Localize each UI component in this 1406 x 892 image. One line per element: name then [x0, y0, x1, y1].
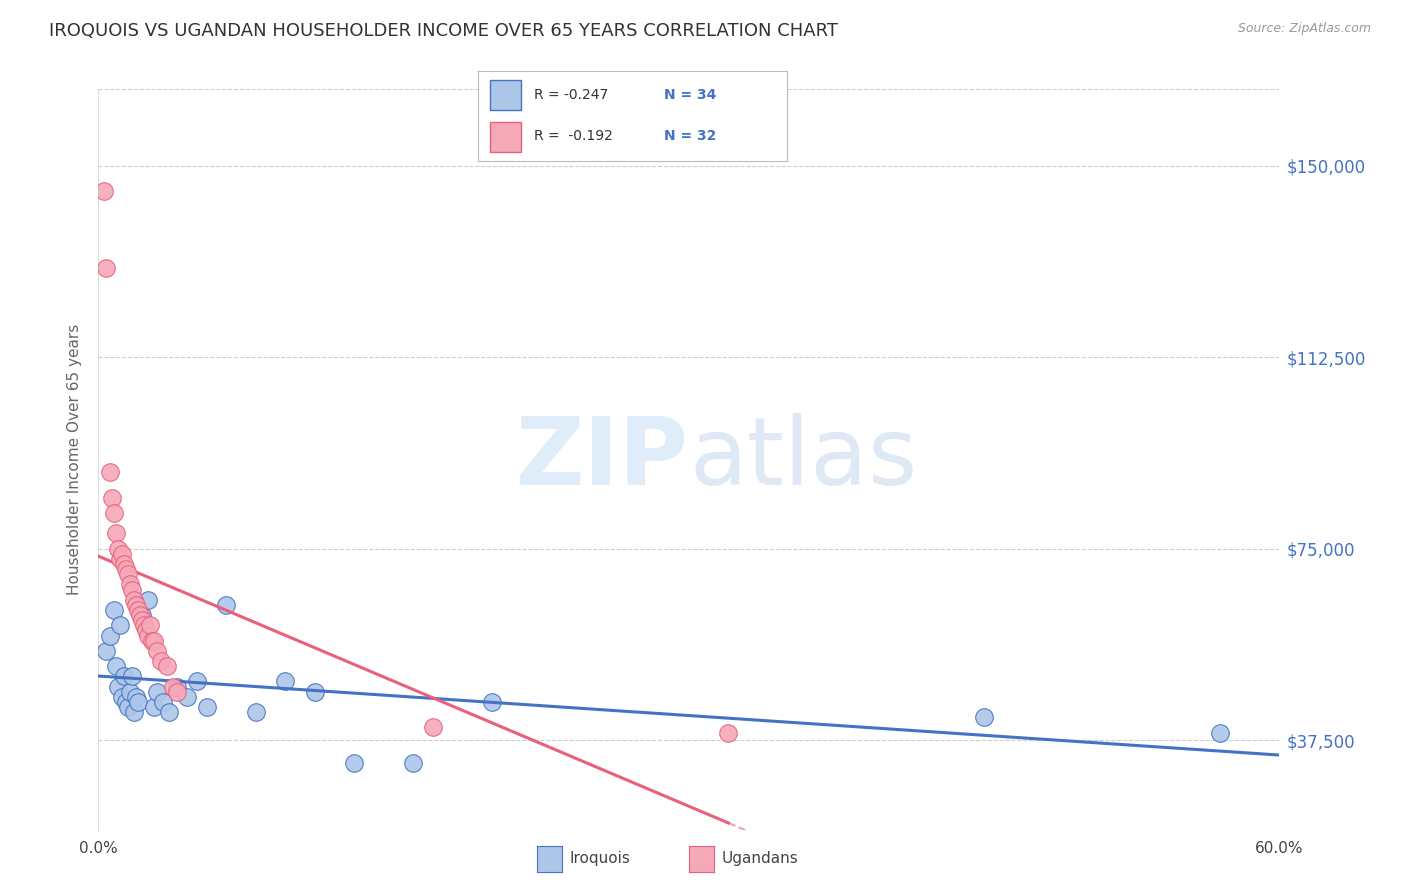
Point [162, 680, 184, 694]
Point [146, 644, 169, 658]
Point [105, 659, 128, 673]
Text: Iroquois: Iroquois [569, 851, 630, 865]
Point [103, 603, 125, 617]
Point [125, 690, 148, 704]
Point [115, 562, 138, 576]
Point [136, 592, 159, 607]
Point [118, 684, 141, 698]
Point [117, 700, 139, 714]
Point [135, 624, 157, 638]
Point [166, 680, 188, 694]
Point [108, 552, 131, 566]
Point [108, 618, 131, 632]
Point [118, 577, 141, 591]
Point [121, 669, 143, 683]
Point [105, 526, 128, 541]
Text: atlas: atlas [689, 413, 917, 506]
Point [127, 695, 149, 709]
Point [166, 684, 188, 698]
Text: R = -0.247: R = -0.247 [534, 87, 607, 102]
Point [973, 710, 995, 724]
Point [122, 705, 145, 719]
Point [103, 506, 125, 520]
Point [122, 592, 145, 607]
Point [111, 547, 134, 561]
Point [215, 598, 238, 612]
Point [136, 628, 159, 642]
Point [195, 700, 218, 714]
Point [107, 680, 129, 694]
Text: ZIP: ZIP [516, 413, 689, 506]
Point [176, 690, 198, 704]
Point [96, 260, 118, 275]
Point [146, 684, 169, 698]
FancyBboxPatch shape [491, 122, 522, 152]
Point [115, 695, 138, 709]
Point [245, 705, 267, 719]
Text: Ugandans: Ugandans [721, 851, 799, 865]
Point [121, 582, 143, 597]
Point [112, 669, 135, 683]
Point [131, 613, 153, 627]
Point [717, 725, 740, 739]
Point [141, 633, 163, 648]
Text: Source: ZipAtlas.com: Source: ZipAtlas.com [1237, 22, 1371, 36]
Point [101, 491, 124, 505]
FancyBboxPatch shape [491, 80, 522, 110]
Point [343, 756, 366, 771]
Point [128, 608, 150, 623]
Point [131, 608, 153, 623]
Point [152, 695, 174, 709]
Point [150, 654, 173, 668]
Text: N = 32: N = 32 [664, 129, 716, 144]
Point [98, 465, 121, 479]
Point [132, 618, 155, 632]
Point [142, 700, 165, 714]
Point [304, 684, 326, 698]
Point [156, 659, 179, 673]
Point [186, 674, 208, 689]
Point [422, 721, 444, 735]
Point [125, 598, 148, 612]
Point [157, 705, 180, 719]
Point [98, 628, 121, 642]
Text: IROQUOIS VS UGANDAN HOUSEHOLDER INCOME OVER 65 YEARS CORRELATION CHART: IROQUOIS VS UGANDAN HOUSEHOLDER INCOME O… [49, 22, 838, 40]
Point [107, 541, 129, 556]
Y-axis label: Householder Income Over 65 years: Householder Income Over 65 years [67, 324, 83, 595]
Point [112, 557, 135, 571]
Point [274, 674, 297, 689]
Point [402, 756, 425, 771]
Point [111, 690, 134, 704]
Point [117, 567, 139, 582]
Point [127, 603, 149, 617]
Point [1209, 725, 1232, 739]
Point [142, 633, 165, 648]
Point [93, 184, 115, 198]
Point [138, 618, 160, 632]
Point [481, 695, 503, 709]
Text: N = 34: N = 34 [664, 87, 716, 102]
Point [96, 644, 118, 658]
Text: R =  -0.192: R = -0.192 [534, 129, 613, 144]
